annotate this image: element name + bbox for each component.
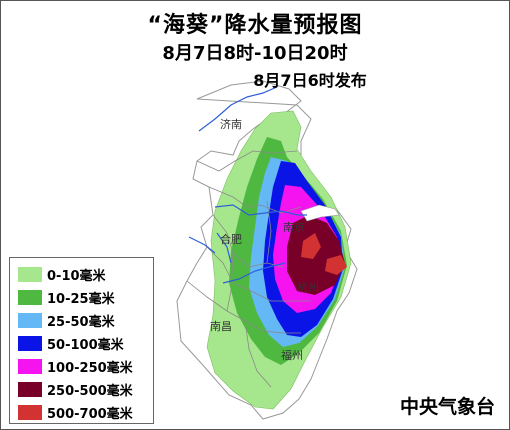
province-boundaries [186, 150, 311, 388]
rain-500-700-zone [301, 233, 321, 259]
legend-swatch-50-100 [18, 335, 42, 351]
legend-swatch-10-25 [18, 289, 42, 305]
legend-label: 50-100毫米 [47, 337, 124, 353]
rivers [188, 86, 307, 284]
legend-item: 250-500毫米 [18, 379, 133, 399]
legend-item: 500-700毫米 [18, 402, 133, 422]
legend-swatch-250-500 [18, 381, 42, 397]
rainfall-legend: 0-10毫米 10-25毫米 25-50毫米 50-100毫米 100-250毫… [9, 257, 154, 424]
city-label-hangzhou: 杭州 [297, 280, 319, 294]
legend-swatch-0-10 [18, 266, 42, 282]
legend-label: 100-250毫米 [47, 360, 133, 376]
city-label-jinan: 济南 [220, 117, 242, 131]
legend-item: 100-250毫米 [18, 356, 133, 376]
legend-label: 500-700毫米 [47, 406, 133, 422]
rain-500-700-zone [325, 255, 347, 275]
map-title: “海葵”降水量预报图 [147, 13, 363, 38]
legend-swatch-500-700 [18, 404, 42, 420]
forecast-period: 8月7日8时-10日20时 [162, 43, 348, 64]
legend-item: 25-50毫米 [18, 310, 115, 330]
issue-time: 8月7日6时发布 [253, 71, 367, 90]
city-label-nanchang: 南昌 [210, 320, 232, 333]
agency-name: 中央气象台 [399, 396, 495, 418]
city-label-hefei: 合肥 [220, 232, 242, 246]
legend-item: 50-100毫米 [18, 333, 124, 353]
legend-label: 0-10毫米 [47, 268, 106, 284]
legend-item: 10-25毫米 [18, 287, 115, 307]
city-label-fuzhou: 福州 [281, 348, 303, 362]
legend-label: 25-50毫米 [47, 314, 115, 330]
estuary-shape [300, 204, 340, 222]
legend-item: 0-10毫米 [18, 264, 106, 284]
city-label-nanjing: 南京 [283, 220, 305, 234]
legend-label: 10-25毫米 [47, 291, 115, 307]
legend-swatch-100-250 [18, 358, 42, 374]
legend-swatch-25-50 [18, 312, 42, 328]
legend-label: 250-500毫米 [47, 383, 133, 399]
rain-250-500-zone [287, 215, 345, 295]
